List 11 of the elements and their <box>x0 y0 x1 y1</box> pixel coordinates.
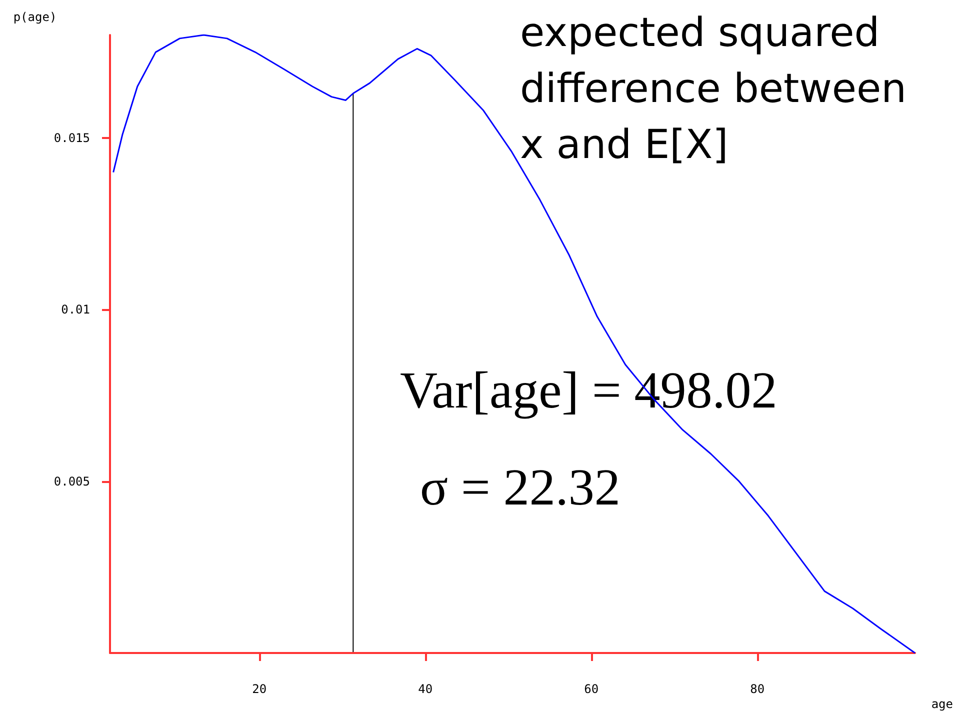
x-tick-label: 40 <box>418 682 433 696</box>
y-tick-label: 0.015 <box>54 131 90 145</box>
x-tick-label: 60 <box>584 682 599 696</box>
y-tick-label: 0.01 <box>61 302 90 317</box>
y-axis-title: p(age) <box>13 10 57 24</box>
x-axis-title: age <box>931 697 954 711</box>
annotation: σ = 22.32 <box>420 460 620 516</box>
annotation: expected squared difference between x and E[X] <box>520 10 920 168</box>
x-tick-label: 80 <box>750 682 765 696</box>
x-tick-label: 20 <box>252 682 267 696</box>
y-tick-label: 0.005 <box>54 474 90 488</box>
